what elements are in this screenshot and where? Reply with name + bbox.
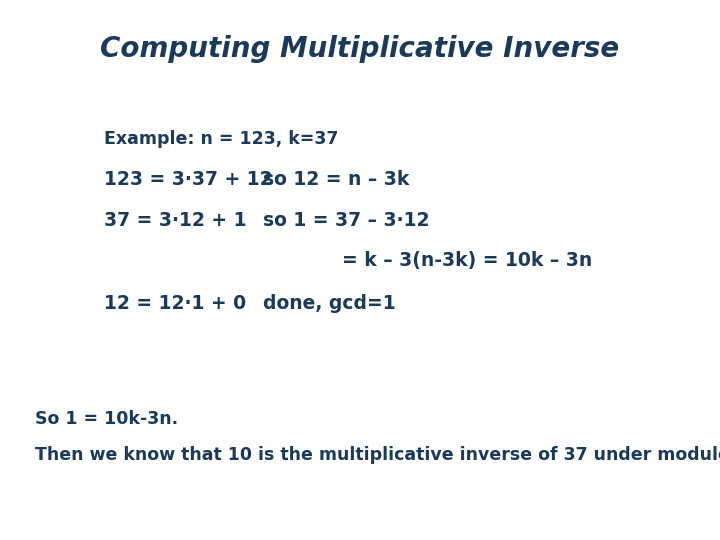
Text: Then we know that 10 is the multiplicative inverse of 37 under modulo 123.: Then we know that 10 is the multiplicati… [35,446,720,463]
Text: = k – 3(n-3k) = 10k – 3n: = k – 3(n-3k) = 10k – 3n [342,251,593,270]
Text: 37 = 3·12 + 1: 37 = 3·12 + 1 [104,211,247,229]
Text: so 12 = n – 3k: so 12 = n – 3k [263,170,409,189]
Text: done, gcd=1: done, gcd=1 [263,294,395,313]
Text: so 1 = 37 – 3·12: so 1 = 37 – 3·12 [263,211,429,229]
Text: So 1 = 10k-3n.: So 1 = 10k-3n. [35,410,178,428]
Text: 123 = 3·37 + 12: 123 = 3·37 + 12 [104,170,273,189]
Text: Example: n = 123, k=37: Example: n = 123, k=37 [104,130,339,147]
Text: 12 = 12·1 + 0: 12 = 12·1 + 0 [104,294,246,313]
Text: Computing Multiplicative Inverse: Computing Multiplicative Inverse [100,35,620,63]
